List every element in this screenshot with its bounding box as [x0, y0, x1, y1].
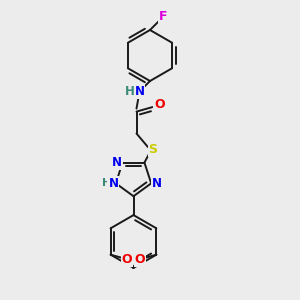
Text: N: N — [112, 156, 122, 169]
Text: F: F — [159, 10, 168, 23]
Text: O: O — [122, 253, 132, 266]
Text: N: N — [152, 177, 162, 190]
Text: N: N — [134, 85, 145, 98]
Text: H: H — [125, 85, 135, 98]
Text: O: O — [154, 98, 165, 112]
Text: S: S — [148, 143, 158, 156]
Text: N: N — [108, 177, 118, 190]
Text: H: H — [102, 178, 111, 188]
Text: O: O — [135, 253, 145, 266]
